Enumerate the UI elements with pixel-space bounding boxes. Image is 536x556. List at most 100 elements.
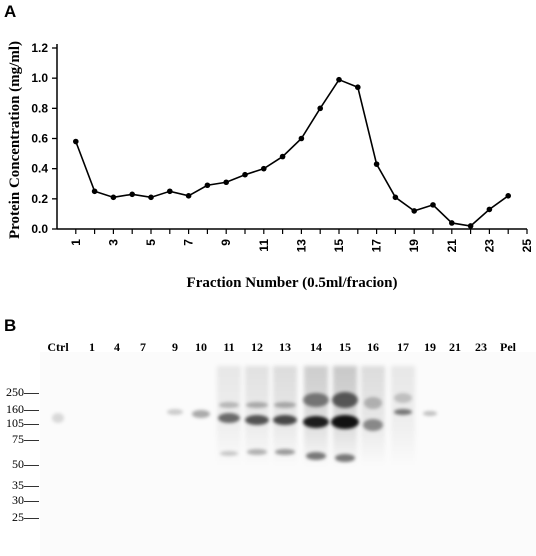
- blot-band: [303, 393, 329, 407]
- blot-band: [394, 409, 412, 415]
- blot-lane-label: 23: [475, 340, 487, 354]
- data-point: [373, 161, 380, 167]
- marker-tick: [24, 440, 39, 441]
- x-tick-label: 9: [219, 239, 233, 246]
- blot-band: [303, 416, 329, 428]
- x-tick-label: 7: [182, 239, 196, 246]
- x-axis-label: Fraction Number (0.5ml/fracion): [187, 275, 398, 291]
- data-point: [91, 188, 98, 195]
- marker-label: 160: [6, 402, 24, 416]
- data-point: [185, 193, 192, 199]
- blot-band: [273, 415, 297, 425]
- y-axis-label: Protein Concentration (mg/ml): [7, 41, 23, 239]
- blot-smear: [361, 366, 385, 466]
- blot-lane-label: 19: [424, 340, 436, 354]
- data-point: [467, 223, 474, 229]
- x-tick-label: 19: [407, 239, 421, 253]
- blot-band: [52, 413, 64, 423]
- blot-band: [364, 397, 382, 409]
- blot-band: [245, 415, 269, 425]
- data-point: [298, 135, 305, 142]
- x-tick-label: 5: [144, 239, 158, 246]
- data-point: [486, 206, 493, 213]
- data-point: [430, 202, 436, 208]
- marker-tick: [24, 486, 39, 487]
- blot-band: [331, 415, 359, 429]
- x-tick-label: 17: [370, 239, 384, 253]
- blot-band: [218, 413, 240, 423]
- series-line: [75, 78, 509, 227]
- marker-tick: [24, 393, 39, 394]
- panel-a-label: A: [4, 2, 17, 21]
- protein-concentration-chart: 0.00.20.40.60.81.01.21 3 5 7 9 11 13 15 17 19 21 23…: [7, 41, 534, 291]
- blot-lane-label: 10: [195, 340, 207, 354]
- x-tick-label: 1: [69, 239, 83, 246]
- blot-smear: [304, 366, 328, 466]
- panel-b-label: B: [4, 316, 17, 335]
- blot-lane-label: 11: [223, 340, 235, 354]
- x-tick-label: 21: [445, 239, 459, 253]
- blot-lane-label: 13: [279, 340, 291, 354]
- blot-lane-label: 7: [140, 340, 146, 354]
- data-point: [110, 194, 117, 201]
- y-tick-label: 0.4: [31, 162, 48, 176]
- marker-label: 25: [12, 510, 24, 524]
- data-point: [223, 179, 229, 186]
- data-point: [167, 188, 173, 195]
- blot-lane-label: 4: [114, 340, 120, 354]
- y-tick-label: 0.6: [31, 132, 48, 146]
- blot-lane-label: 9: [172, 340, 178, 354]
- data-point: [129, 191, 135, 198]
- blot-smear: [333, 366, 357, 466]
- chart-ticks: 0.00.20.40.60.81.01.21 3 5 7 9 11 13 15 17 19 21 23…: [31, 41, 534, 252]
- y-tick-label: 1.0: [31, 71, 48, 85]
- data-point: [73, 138, 79, 145]
- blot-band: [219, 402, 239, 408]
- y-tick-label: 0.8: [31, 101, 48, 115]
- western-blot-image: [40, 352, 536, 556]
- y-tick-label: 0.0: [31, 222, 48, 236]
- blot-lane-label: 21: [449, 340, 461, 354]
- x-tick-label: 13: [294, 239, 308, 253]
- marker-tick: [24, 518, 39, 519]
- blot-band: [275, 449, 295, 455]
- data-point: [449, 220, 455, 226]
- x-tick-label: 3: [106, 239, 120, 246]
- blot-band: [394, 393, 412, 403]
- blot-band: [423, 410, 437, 416]
- data-point: [204, 182, 211, 189]
- data-point: [411, 208, 418, 214]
- marker-tick: [24, 465, 39, 466]
- blot-band: [220, 450, 238, 456]
- blot-lane-label: 16: [367, 340, 379, 354]
- data-point: [336, 76, 342, 83]
- blot-lane-label: 14: [310, 340, 322, 354]
- marker-label: 35: [12, 478, 24, 492]
- marker-label: 30: [12, 493, 24, 507]
- blot-lane-label: 15: [339, 340, 351, 354]
- blot-band: [306, 452, 326, 460]
- x-tick-label: 11: [257, 239, 271, 252]
- blot-band: [363, 419, 383, 431]
- data-point: [261, 165, 267, 172]
- blot-band: [332, 392, 358, 408]
- data-point: [505, 193, 512, 199]
- blot-lane-label: 1: [89, 340, 95, 354]
- y-tick-label: 0.2: [31, 192, 48, 206]
- blot-band: [167, 409, 183, 415]
- blot-band: [274, 402, 296, 408]
- blot-band: [335, 454, 355, 462]
- blot-band: [192, 410, 210, 418]
- blot-band: [246, 402, 268, 408]
- chart-series: [73, 76, 512, 229]
- y-tick-label: 1.2: [31, 41, 48, 55]
- marker-tick: [24, 410, 39, 411]
- data-point: [242, 171, 248, 178]
- blot-lane-label: 17: [397, 340, 409, 354]
- data-point: [279, 153, 286, 160]
- blot-lane-label: 12: [251, 340, 263, 354]
- marker-tick: [24, 424, 39, 425]
- marker-tick: [24, 501, 39, 502]
- marker-label: 250: [6, 385, 24, 399]
- blot-smear: [273, 366, 297, 466]
